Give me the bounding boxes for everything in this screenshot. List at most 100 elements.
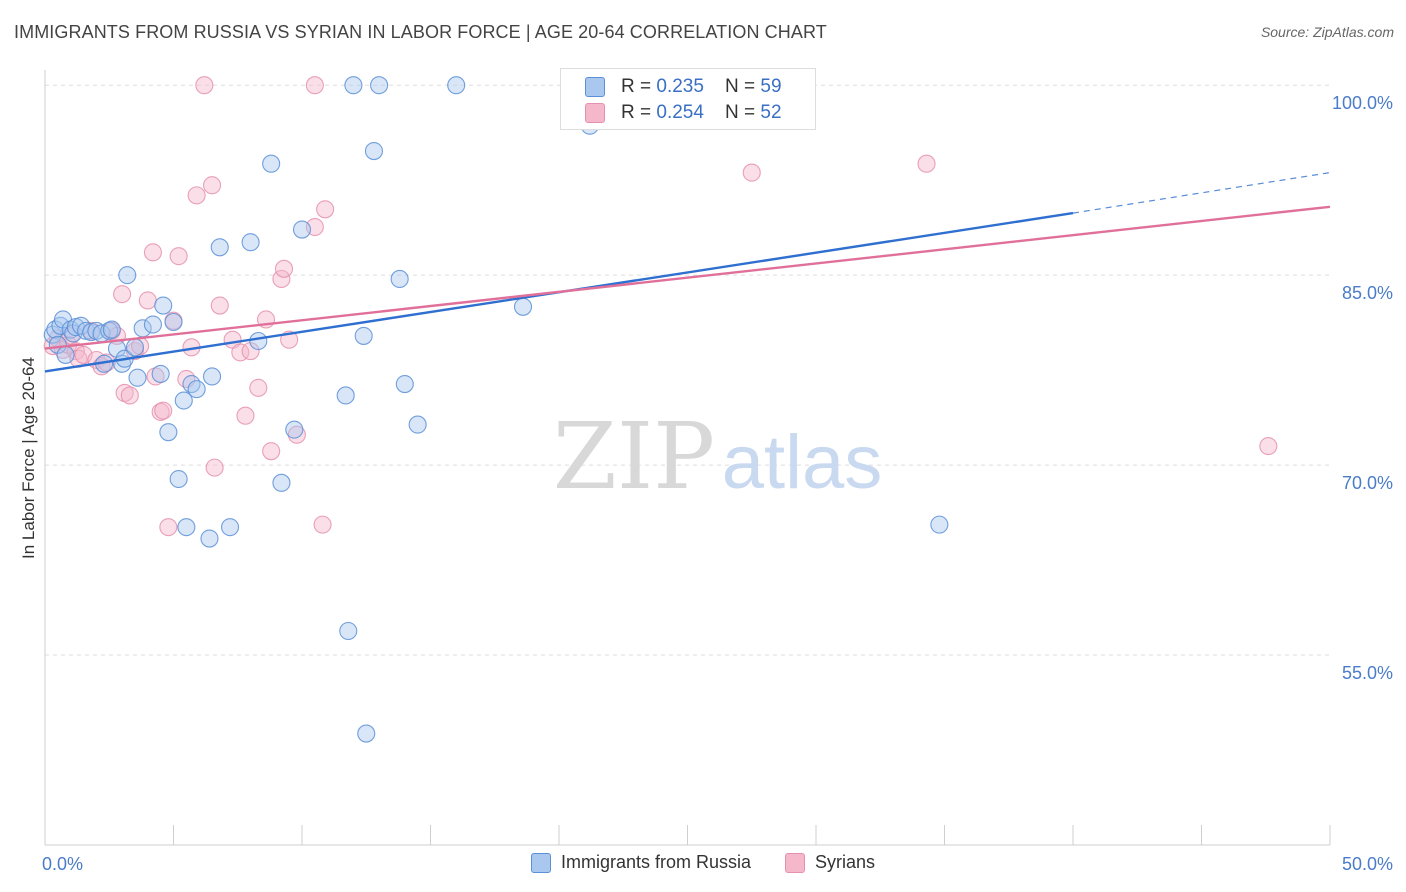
- russia-point-22: [128, 368, 147, 387]
- syria-swatch: [585, 103, 605, 123]
- russia-point-34: [200, 529, 219, 548]
- syria-point-17: [125, 342, 144, 361]
- russia-point-46: [344, 76, 363, 95]
- stats-legend: R = 0.235 N = 59 R = 0.254 N = 52: [560, 68, 816, 130]
- chart-title: IMMIGRANTS FROM RUSSIA VS SYRIAN IN LABO…: [14, 22, 827, 42]
- russia-point-35: [203, 367, 222, 386]
- legend-item-russia: Immigrants from Russia: [530, 852, 751, 873]
- russia-point-27: [159, 423, 178, 442]
- syria-point-36: [236, 406, 255, 425]
- syria-trend-line: [44, 205, 1331, 350]
- syria-point-14: [113, 285, 132, 304]
- russia-point-38: [241, 233, 260, 252]
- russia-point-52: [395, 375, 414, 394]
- russia-point-40: [262, 154, 281, 173]
- watermark-atlas: atlas: [722, 420, 883, 505]
- syria-point-47: [313, 515, 332, 534]
- syria-point-42: [274, 259, 294, 278]
- legend-russia-label: Immigrants from Russia: [560, 852, 751, 872]
- syria-point-21: [146, 367, 165, 386]
- russia-point-58: [930, 515, 949, 534]
- russia-point-26: [154, 296, 173, 315]
- russia-point-21: [125, 338, 144, 357]
- tick-labels: 55.0% 70.0% 85.0% 100.0% 0.0% 50.0%: [42, 93, 1393, 874]
- syria-point-19: [138, 291, 157, 310]
- syria-point-31: [203, 176, 222, 195]
- syria-point-29: [187, 186, 206, 205]
- russia-point-31: [177, 518, 196, 537]
- syria-point-15: [115, 383, 134, 402]
- watermark: ZIP atlas: [553, 403, 882, 510]
- syria-point-51: [1259, 437, 1278, 456]
- russia-point-36: [210, 238, 229, 257]
- watermark-zip: ZIP: [553, 403, 715, 510]
- syria-n-value: 52: [760, 102, 782, 123]
- syria-r-label: R =: [621, 102, 657, 123]
- syria-point-26: [169, 247, 188, 266]
- legend-syria-label: Syrians: [815, 852, 876, 872]
- syria-point-32: [205, 458, 224, 477]
- x-tick-label-max: 50.0%: [1342, 854, 1393, 874]
- russia-r-label: R =: [621, 76, 657, 97]
- russia-point-30: [174, 391, 193, 410]
- syria-point-50: [917, 154, 936, 173]
- y-tick-label-3: 100.0%: [1332, 93, 1393, 113]
- syria-point-40: [262, 442, 281, 461]
- syria-point-24: [159, 518, 178, 537]
- russia-r-value: 0.235: [656, 76, 704, 97]
- trend-lines: [44, 171, 1331, 373]
- syria-point-49: [742, 163, 761, 182]
- russia-point-32: [182, 375, 201, 394]
- russia-point-33: [187, 380, 206, 399]
- russia-point-47: [354, 326, 373, 345]
- russia-point-55: [513, 297, 533, 316]
- russia-point-48: [357, 724, 376, 743]
- russia-point-12: [87, 321, 106, 340]
- syria-point-48: [305, 76, 324, 95]
- russia-point-45: [339, 621, 358, 641]
- russia-n-value: 59: [760, 76, 782, 97]
- russia-point-44: [336, 386, 355, 405]
- russia-trend-extension: [1072, 171, 1331, 214]
- series-russia: [43, 76, 949, 743]
- russia-point-53: [408, 415, 427, 434]
- russia-point-50: [370, 76, 389, 95]
- russia-point-37: [220, 518, 240, 537]
- y-tick-label-2: 85.0%: [1342, 283, 1393, 303]
- russia-point-2: [48, 335, 67, 354]
- syria-point-37: [241, 342, 260, 361]
- russia-point-16: [102, 320, 121, 339]
- russia-point-51: [390, 269, 409, 288]
- legend-item-syria: Syrians: [785, 852, 875, 873]
- russia-point-42: [285, 420, 304, 439]
- russia-point-5: [56, 345, 75, 364]
- russia-swatch: [585, 77, 605, 97]
- russia-n-label: N =: [725, 76, 761, 97]
- russia-point-29: [169, 469, 188, 489]
- axes: [44, 70, 1331, 846]
- y-tick-label-0: 55.0%: [1342, 663, 1393, 683]
- syria-point-38: [249, 378, 268, 397]
- syria-point-23: [154, 401, 173, 420]
- russia-point-28: [164, 312, 183, 332]
- syria-n-label: N =: [725, 102, 761, 123]
- russia-point-25: [151, 364, 170, 383]
- legend-syria-swatch: [785, 852, 805, 873]
- russia-point-39: [249, 331, 268, 351]
- grid-lines: [45, 84, 1330, 656]
- source-credit: Source: ZipAtlas.com: [1260, 24, 1394, 40]
- legend-russia-swatch: [530, 852, 551, 873]
- y-tick-label-1: 70.0%: [1342, 473, 1393, 493]
- russia-point-20: [118, 266, 137, 285]
- syria-point-30: [195, 76, 214, 95]
- y-axis-label: In Labor Force | Age 20-64: [19, 357, 38, 559]
- russia-point-54: [447, 76, 466, 95]
- russia-point-49: [364, 141, 384, 161]
- russia-point-41: [272, 473, 291, 492]
- syria-point-16: [120, 386, 139, 405]
- syria-point-20: [143, 243, 162, 262]
- x-tick-label-min: 0.0%: [42, 854, 83, 874]
- russia-point-43: [292, 220, 312, 239]
- syria-r-value: 0.254: [656, 102, 704, 123]
